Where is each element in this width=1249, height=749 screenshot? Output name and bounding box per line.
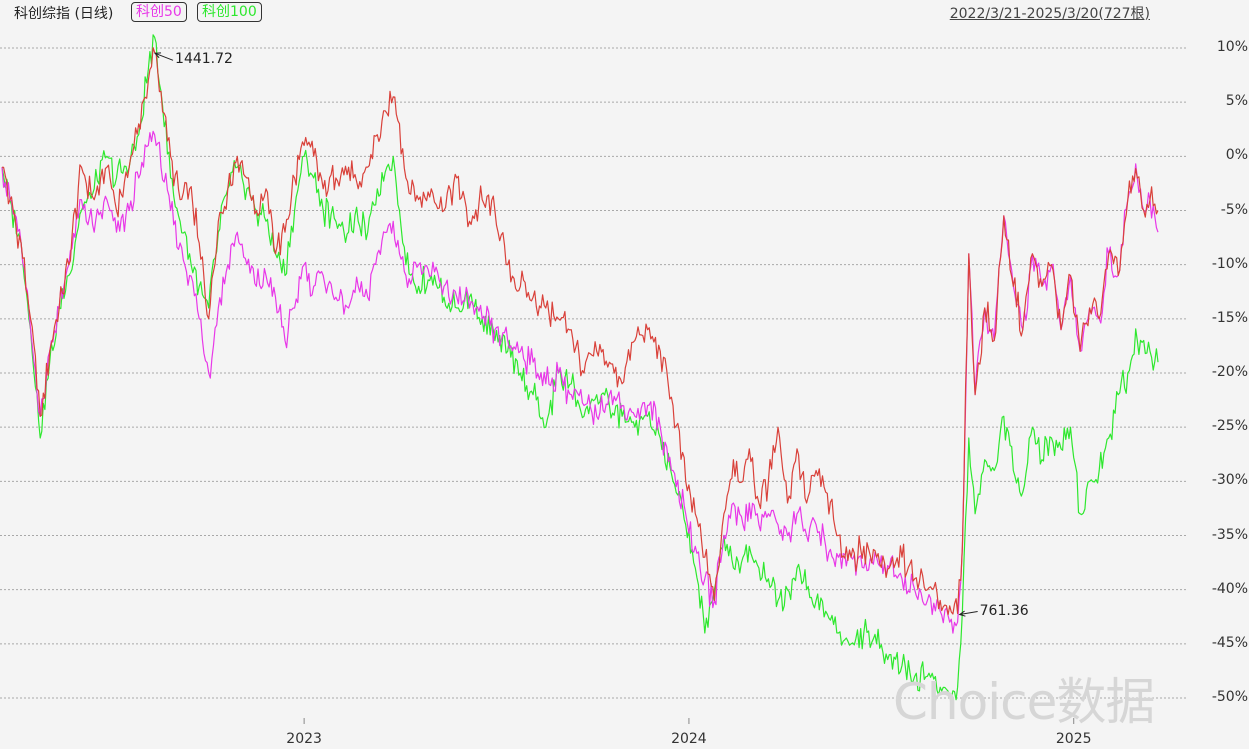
choice-watermark: Choice数据 bbox=[893, 673, 1155, 731]
y-tick-label: -25% bbox=[1211, 418, 1248, 435]
x-tick-label: 2023 bbox=[286, 731, 322, 747]
y-tick-label: 0% bbox=[1225, 147, 1248, 164]
series-layer bbox=[1, 34, 1159, 701]
annotation-arrows bbox=[153, 52, 978, 617]
annotation-label: 1441.72 bbox=[175, 51, 233, 68]
y-tick-label: -35% bbox=[1211, 526, 1248, 543]
y-tick-label: 5% bbox=[1225, 93, 1248, 110]
legend-kc100-badge[interactable]: 科创100 bbox=[197, 2, 262, 22]
grid-lines bbox=[0, 47, 1188, 699]
annotation-arrow-head bbox=[958, 610, 966, 617]
y-tick-label: -15% bbox=[1211, 309, 1248, 326]
series-line-composite bbox=[1, 47, 1159, 616]
y-tick-label: -10% bbox=[1211, 255, 1248, 272]
annotation-arrow-head bbox=[153, 52, 162, 59]
y-tick-label: -20% bbox=[1211, 364, 1248, 380]
y-tick-label: -45% bbox=[1211, 634, 1248, 651]
y-tick-label: 10% bbox=[1216, 39, 1248, 55]
annotation-arrow-line bbox=[959, 611, 978, 615]
series-line-kc100 bbox=[1, 34, 1159, 701]
y-tick-label: -30% bbox=[1211, 472, 1248, 489]
date-range-label[interactable]: 2022/3/21-2025/3/20(727根) bbox=[949, 6, 1150, 22]
legend-kc50-badge[interactable]: 科创50 bbox=[131, 2, 187, 22]
chart-title: 科创综指 (日线) bbox=[14, 6, 114, 22]
x-tick-label: 2024 bbox=[671, 731, 707, 747]
x-tick-label: 2025 bbox=[1055, 731, 1092, 747]
y-tick-label: -5% bbox=[1220, 201, 1248, 218]
y-tick-label: -40% bbox=[1211, 580, 1248, 597]
annotation-arrow-line bbox=[154, 52, 174, 61]
x-tick-marks bbox=[303, 718, 1075, 724]
annotation-label: 761.36 bbox=[979, 602, 1029, 619]
y-tick-label: -50% bbox=[1211, 689, 1248, 705]
